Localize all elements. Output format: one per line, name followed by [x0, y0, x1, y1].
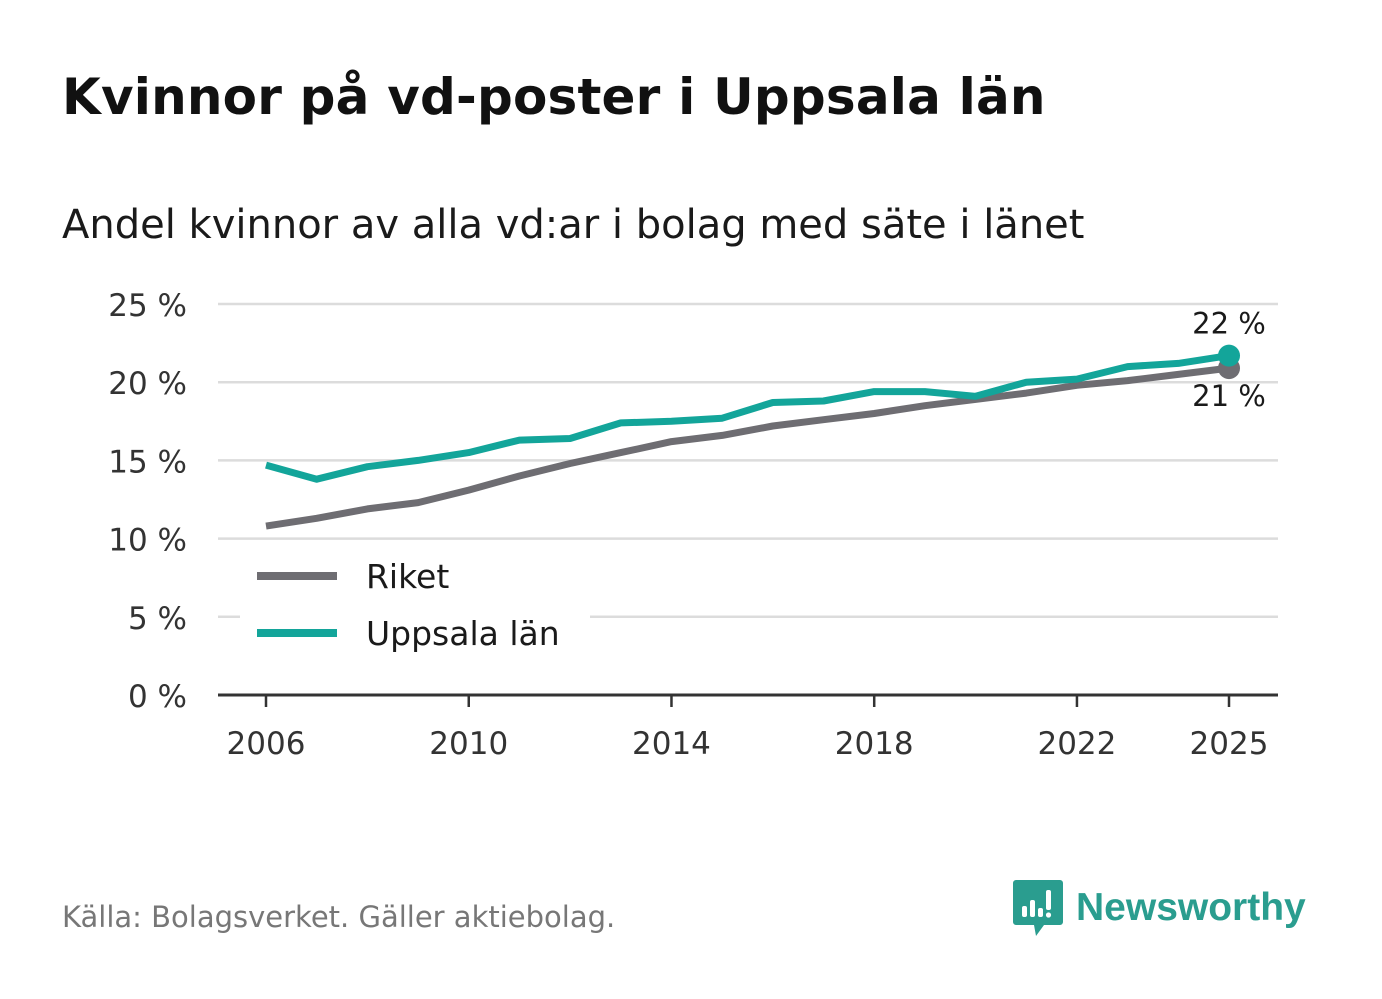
source-note: Källa: Bolagsverket. Gäller aktiebolag.: [62, 900, 616, 934]
x-tick-label-2018: 2018: [835, 726, 914, 762]
series-end-label-0: 21 %: [1192, 379, 1266, 413]
legend-label-1: Uppsala län: [366, 614, 560, 653]
x-tick-label-2014: 2014: [632, 726, 711, 762]
x-tick-label-2022: 2022: [1037, 726, 1116, 762]
brand-name: Newsworthy: [1076, 886, 1306, 929]
x-tick-label-2025: 2025: [1190, 726, 1269, 762]
label-layer: 22 % 21 %: [1192, 307, 1266, 414]
x-tick-label-2006: 2006: [227, 726, 306, 762]
legend-background: [240, 548, 590, 668]
newsworthy-logo-icon: [1013, 880, 1063, 936]
series-line-0: [265, 364, 1230, 530]
legend: Riket Uppsala län: [240, 548, 590, 668]
chart-subtitle: Andel kvinnor av alla vd:ar i bolag med …: [62, 202, 1085, 248]
y-tick-label-15: 15 %: [108, 444, 187, 480]
x-tick-label-2010: 2010: [429, 726, 508, 762]
y-tick-label-5: 5 %: [128, 601, 187, 637]
chart-title: Kvinnor på vd-poster i Uppsala län: [62, 68, 1046, 126]
axis-layer: 0 % 5 % 10 % 15 % 20 % 25 % 2006 2010 2014 2018 20…: [108, 288, 1278, 762]
series-end-point-1: [1218, 344, 1240, 367]
y-tick-label-10: 10 %: [108, 523, 187, 559]
series-line-1: [265, 352, 1230, 483]
brand-logo[interactable]: Newsworthy: [1012, 878, 1306, 938]
y-tick-label-25: 25 %: [108, 288, 187, 324]
y-tick-label-20: 20 %: [108, 366, 187, 402]
series-layer: [265, 344, 1240, 530]
y-tick-label-0: 0 %: [128, 679, 187, 715]
series-end-label-1: 22 %: [1192, 307, 1266, 341]
legend-label-0: Riket: [366, 557, 449, 596]
